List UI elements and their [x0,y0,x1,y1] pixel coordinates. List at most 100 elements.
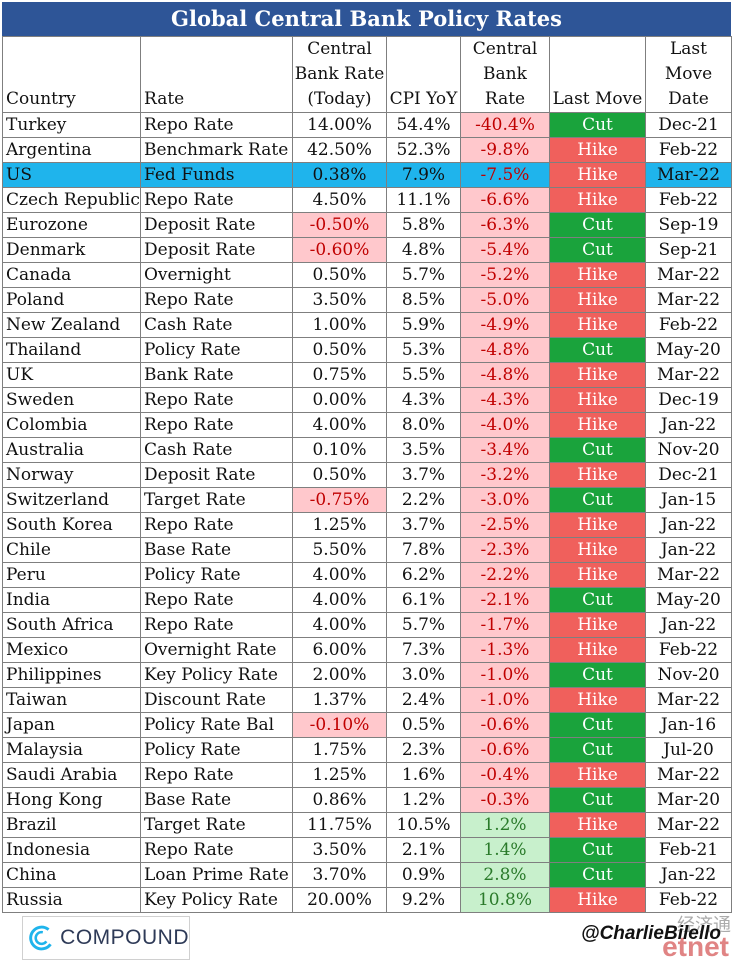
cell-last-move-date: Dec-21 [645,462,732,488]
cell-real-rate: -0.4% [460,762,550,788]
cell-country: Japan [2,712,141,738]
cell-rate: Overnight [140,262,293,288]
cell-country: New Zealand [2,312,141,338]
cell-country: Chile [2,537,141,563]
cell-real-rate: -0.6% [460,737,550,763]
cell-cpi: 0.5% [386,712,461,738]
cell-last-move: Cut [549,212,646,238]
cell-country: Norway [2,462,141,488]
table-row: Argentina Benchmark Rate 42.50% 52.3% -9.8% H… [2,137,732,163]
cell-last-move: Hike [549,462,646,488]
cell-cb-rate-today: 0.00% [292,387,387,413]
table-row: Switzerland Target Rate -0.75% 2.2% -3.0% Cut… [2,487,732,513]
cell-last-move: Hike [549,637,646,663]
cell-country: Eurozone [2,212,141,238]
table-row: Eurozone Deposit Rate -0.50% 5.8% -6.3% Cut Se… [2,212,732,238]
col-header-cpi: CPI YoY [386,36,461,113]
cell-last-move-date: Jan-15 [645,487,732,513]
cell-country: Thailand [2,337,141,363]
cell-cb-rate-today: 0.50% [292,462,387,488]
cell-real-rate: -4.8% [460,337,550,363]
cell-cpi: 5.7% [386,262,461,288]
cell-last-move-date: Mar-20 [645,787,732,813]
cell-last-move-date: Jan-22 [645,512,732,538]
cell-last-move: Cut [549,862,646,888]
cell-rate: Cash Rate [140,437,293,463]
cell-cpi: 11.1% [386,187,461,213]
cell-country: Czech Republic [2,187,141,213]
cell-cb-rate-today: 0.50% [292,262,387,288]
table-row: Poland Repo Rate 3.50% 8.5% -5.0% Hike Mar-22 [2,287,732,313]
table-title: Global Central Bank Policy Rates [2,2,731,36]
table-row: New Zealand Cash Rate 1.00% 5.9% -4.9% Hike Fe… [2,312,732,338]
cell-real-rate: -4.8% [460,362,550,388]
cell-cpi: 5.3% [386,337,461,363]
table-row: Sweden Repo Rate 0.00% 4.3% -4.3% Hike Dec-19 [2,387,732,413]
table-row: Colombia Repo Rate 4.00% 8.0% -4.0% Hike Jan-2… [2,412,732,438]
cell-country: Taiwan [2,687,141,713]
cell-last-move-date: Dec-21 [645,112,732,138]
cell-last-move-date: Sep-21 [645,237,732,263]
cell-cpi: 54.4% [386,112,461,138]
cell-last-move-date: Feb-22 [645,187,732,213]
cell-last-move: Hike [549,162,646,188]
cell-cpi: 8.5% [386,287,461,313]
cell-country: Russia [2,887,141,913]
cell-rate: Policy Rate [140,562,293,588]
cell-rate: Fed Funds [140,162,293,188]
cell-real-rate: -40.4% [460,112,550,138]
cell-cpi: 7.8% [386,537,461,563]
cell-country: Denmark [2,237,141,263]
cell-cb-rate-today: 0.38% [292,162,387,188]
cell-country: Saudi Arabia [2,762,141,788]
cell-last-move-date: Jan-22 [645,537,732,563]
cell-country: US [2,162,141,188]
cell-real-rate: -0.3% [460,787,550,813]
col-header-cb-rate-today-label: Central Bank Rate (Today) [294,39,385,109]
cell-country: Argentina [2,137,141,163]
table-row: Indonesia Repo Rate 3.50% 2.1% 1.4% Cut Feb-21 [2,837,732,863]
cell-last-move: Cut [549,337,646,363]
cell-last-move-date: Feb-21 [645,837,732,863]
cell-real-rate: -5.0% [460,287,550,313]
cell-cpi: 3.0% [386,662,461,688]
cell-last-move-date: Feb-22 [645,637,732,663]
cell-last-move-date: Mar-22 [645,562,732,588]
cell-real-rate: -2.3% [460,537,550,563]
cell-cpi: 2.3% [386,737,461,763]
cell-cpi: 2.1% [386,837,461,863]
table-row: Brazil Target Rate 11.75% 10.5% 1.2% Hike Mar-… [2,812,732,838]
cell-cb-rate-today: 0.50% [292,337,387,363]
cell-cb-rate-today: 2.00% [292,662,387,688]
cell-rate: Repo Rate [140,387,293,413]
cell-cb-rate-today: 0.86% [292,787,387,813]
cell-last-move: Hike [549,612,646,638]
cell-real-rate: -2.2% [460,562,550,588]
cell-rate: Benchmark Rate [140,137,293,163]
cell-last-move-date: Mar-22 [645,812,732,838]
cell-cpi: 3.7% [386,512,461,538]
table-row: India Repo Rate 4.00% 6.1% -2.1% Cut May-20 [2,587,732,613]
cell-cpi: 10.5% [386,812,461,838]
cell-last-move: Cut [549,712,646,738]
col-header-real-rate: Central Bank Rate [460,36,550,113]
cell-cb-rate-today: 1.25% [292,762,387,788]
cell-country: Peru [2,562,141,588]
cell-country: Sweden [2,387,141,413]
cell-last-move: Cut [549,437,646,463]
cell-cb-rate-today: 11.75% [292,812,387,838]
cell-real-rate: -9.8% [460,137,550,163]
header-row: Country Rate Central Bank Rate (Today) C… [2,36,732,113]
cell-cb-rate-today: 4.50% [292,187,387,213]
table-row: Saudi Arabia Repo Rate 1.25% 1.6% -0.4% Hike M… [2,762,732,788]
cell-country: Mexico [2,637,141,663]
cell-country: UK [2,362,141,388]
cell-country: Indonesia [2,837,141,863]
cell-last-move: Hike [549,812,646,838]
cell-last-move: Cut [549,837,646,863]
col-header-rate: Rate [140,36,293,113]
cell-rate: Target Rate [140,487,293,513]
cell-cb-rate-today: 3.70% [292,862,387,888]
cell-rate: Cash Rate [140,312,293,338]
col-header-last-move: Last Move [549,36,646,113]
